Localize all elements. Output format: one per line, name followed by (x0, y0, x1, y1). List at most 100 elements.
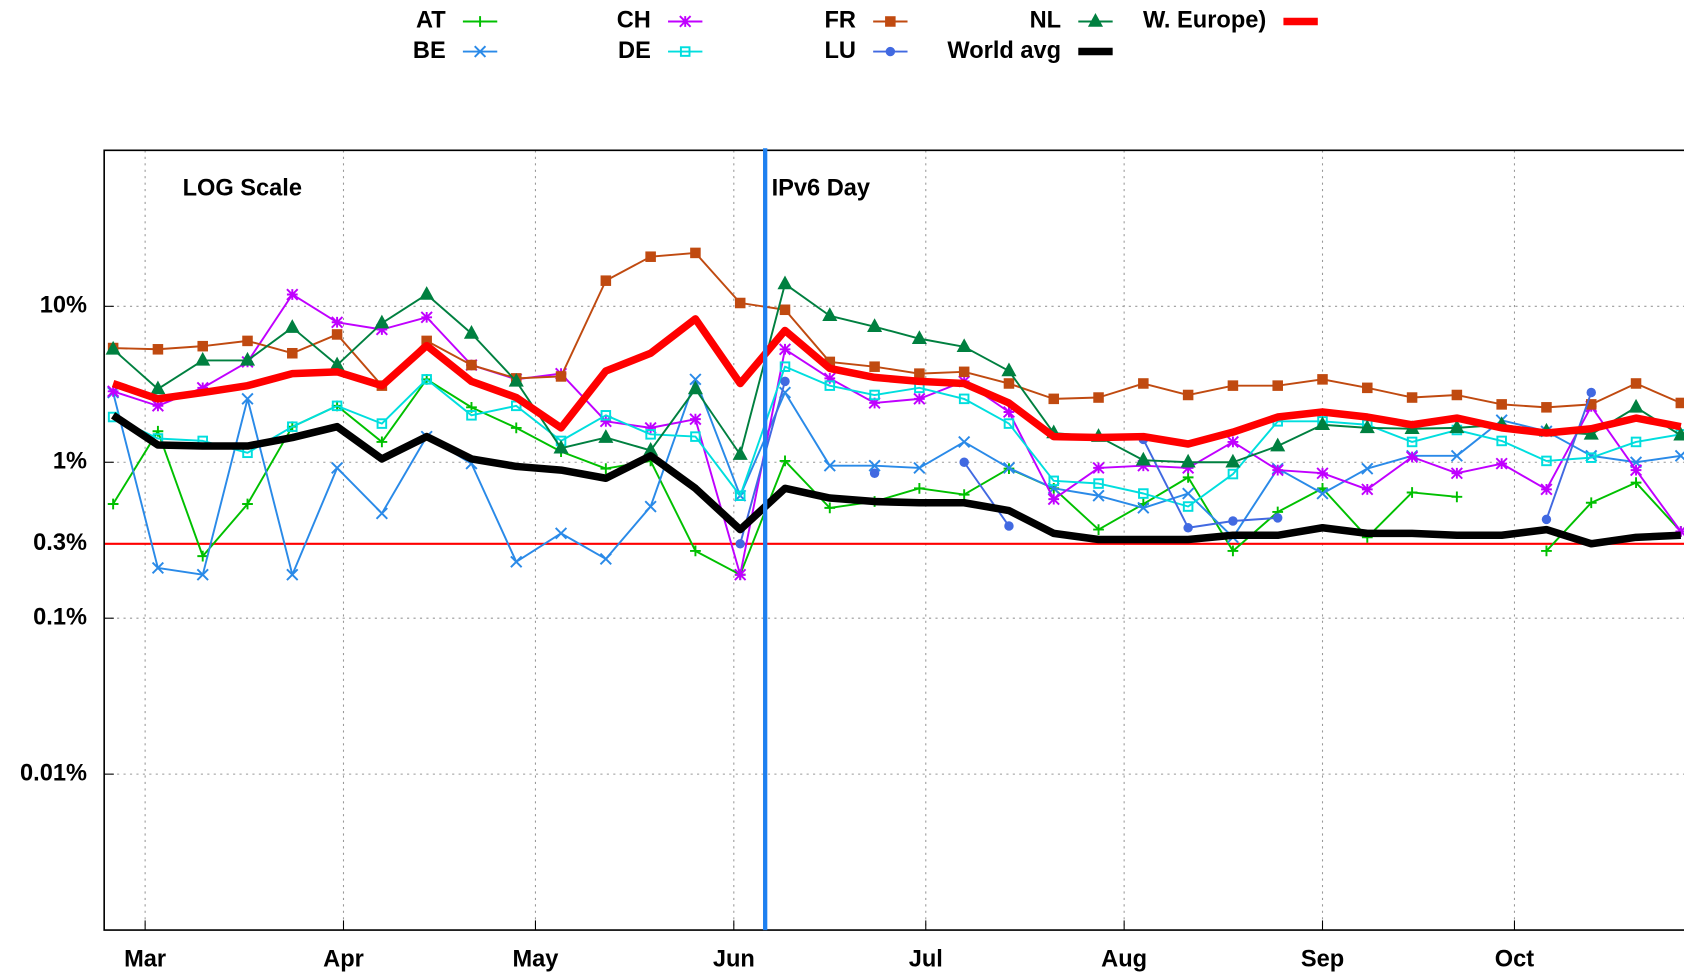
marker (107, 385, 120, 398)
marker (1540, 483, 1553, 496)
marker (242, 498, 253, 510)
marker (822, 307, 838, 321)
marker (1003, 378, 1015, 389)
marker (600, 410, 612, 421)
marker (1225, 453, 1241, 468)
marker (1227, 545, 1239, 557)
marker (554, 527, 568, 540)
marker (645, 251, 656, 262)
marker (867, 318, 883, 332)
series-line (111, 412, 1681, 548)
marker (1271, 464, 1284, 477)
marker (196, 381, 209, 394)
marker (196, 568, 209, 581)
legend-item: FR (824, 8, 908, 34)
legend-item: NL (1030, 8, 1113, 34)
marker (1449, 419, 1465, 434)
marker (1406, 392, 1418, 403)
plot-area (105, 247, 1684, 581)
marker (1541, 514, 1552, 525)
marker (869, 468, 880, 478)
marker (284, 319, 300, 333)
legend-item: CH (617, 8, 703, 34)
marker (1541, 402, 1552, 413)
marker (331, 316, 344, 329)
marker (1137, 459, 1150, 472)
legend-item: AT (416, 8, 498, 34)
legend-marker (1087, 13, 1104, 27)
marker (1630, 436, 1642, 448)
marker (1182, 501, 1194, 512)
marker (1001, 362, 1017, 377)
marker (510, 555, 523, 568)
marker (242, 335, 253, 347)
marker (1135, 451, 1151, 466)
marker (690, 431, 701, 442)
marker (1496, 399, 1507, 410)
marker (105, 340, 121, 355)
marker (869, 361, 880, 372)
marker (1361, 483, 1374, 496)
marker (1272, 513, 1283, 523)
marker (1450, 449, 1463, 462)
marker (1629, 464, 1643, 477)
marker (600, 275, 612, 286)
marker (914, 482, 925, 494)
legend-item: World avg (947, 38, 1113, 64)
marker (555, 371, 567, 382)
series-line (112, 378, 1682, 576)
marker (152, 344, 164, 355)
marker (1496, 435, 1507, 447)
marker (824, 502, 836, 514)
marker (644, 500, 657, 513)
marker (599, 415, 612, 428)
marker (868, 459, 881, 472)
marker (508, 372, 524, 387)
series-line (112, 378, 1681, 576)
marker (1092, 489, 1105, 502)
legend-label: FR (824, 8, 855, 34)
marker (1628, 398, 1644, 413)
marker (1451, 491, 1463, 503)
series-line (112, 282, 1682, 464)
marker (1182, 471, 1194, 483)
legend-item: BE (413, 38, 498, 64)
marker (1451, 389, 1463, 401)
marker (1406, 436, 1418, 448)
marker (780, 376, 790, 387)
marker (734, 490, 746, 501)
marker (1227, 380, 1239, 391)
marker (197, 550, 209, 562)
marker (286, 568, 299, 581)
legend-marker (885, 16, 896, 27)
marker (868, 396, 881, 410)
marker (687, 380, 703, 395)
x-tick-label: May (512, 946, 558, 972)
marker (1361, 462, 1374, 475)
legend-marker (679, 15, 692, 28)
marker (1450, 467, 1463, 480)
marker (1406, 450, 1419, 464)
marker (734, 568, 747, 581)
legend-marker (474, 45, 487, 58)
marker (1316, 487, 1329, 500)
marker (732, 446, 748, 460)
series-line (111, 315, 1682, 448)
x-tick-label: Jul (909, 946, 943, 972)
x-tick-label: Jun (713, 946, 755, 972)
marker (1674, 449, 1684, 462)
marker (151, 399, 164, 412)
marker (869, 389, 880, 401)
legend-label: World avg (947, 38, 1061, 64)
marker (779, 455, 791, 467)
marker (1317, 374, 1328, 385)
marker (1675, 397, 1684, 409)
x-tick-label: Sep (1301, 946, 1344, 972)
marker (553, 439, 569, 454)
marker (824, 380, 836, 391)
marker (823, 459, 836, 472)
marker (1226, 435, 1239, 448)
marker (1138, 378, 1149, 389)
marker (1092, 461, 1105, 474)
